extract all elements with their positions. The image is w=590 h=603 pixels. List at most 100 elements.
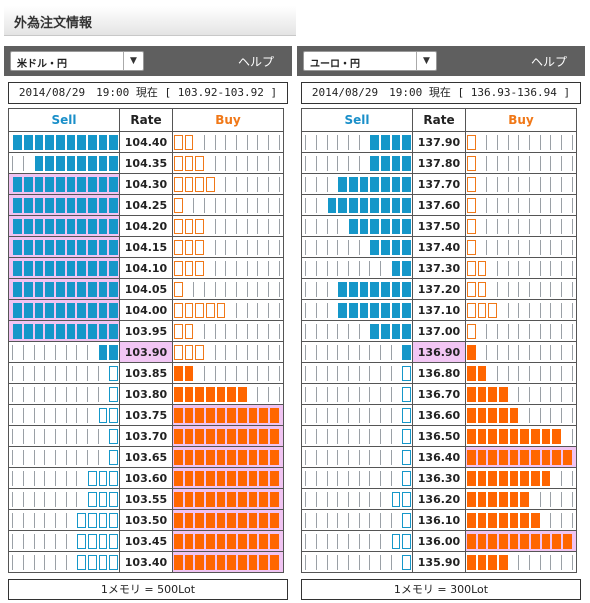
table-row: 103.40: [7, 551, 285, 573]
buy-gauge-block: [477, 533, 487, 549]
currency-pair-select[interactable]: 米ドル・円 ▼: [10, 51, 144, 71]
sell-gauge-block: [305, 554, 316, 570]
timestamp-rate-info: 2014/08/29 19:00 現在 [ 103.92-103.92 ]: [8, 82, 288, 104]
sell-gauge-block: [66, 323, 76, 339]
rate-cell: 137.50: [412, 215, 466, 237]
buy-gauge-block: [519, 323, 531, 339]
sell-volume-cell: [7, 362, 121, 384]
sell-gauge-block: [65, 449, 77, 465]
help-link[interactable]: ヘルプ: [530, 55, 567, 69]
sell-volume-cell: [300, 509, 414, 531]
table-row: 104.10: [7, 257, 285, 279]
rate-cell: 103.95: [119, 320, 173, 342]
buy-gauge-block: [466, 386, 476, 402]
buy-gauge-block: [237, 260, 248, 276]
sell-gauge-block: [326, 554, 338, 570]
buy-gauge-block: [562, 134, 573, 150]
currency-pair-label: 米ドル・円: [17, 59, 67, 70]
rate-cell: 136.40: [412, 446, 466, 468]
table-row: 136.60: [300, 404, 578, 426]
sell-volume-cell: [300, 278, 414, 300]
buy-gauge-block: [216, 323, 227, 339]
buy-gauge-block: [477, 512, 487, 528]
buy-gauge-block: [270, 554, 279, 570]
help-link[interactable]: ヘルプ: [237, 55, 274, 69]
sell-gauge-block: [402, 428, 412, 444]
buy-volume-cell: [171, 467, 285, 489]
sell-gauge-block: [109, 134, 119, 150]
sell-gauge-block: [305, 449, 316, 465]
buy-gauge-block: [184, 176, 194, 192]
buy-gauge-block: [216, 176, 227, 192]
buy-gauge-block: [237, 176, 248, 192]
sell-gauge-block: [326, 155, 338, 171]
buy-gauge-block: [237, 218, 248, 234]
sell-gauge-block: [13, 260, 22, 276]
table-row: 103.50: [7, 509, 285, 531]
sell-volume-cell: [300, 152, 414, 174]
sell-gauge-block: [315, 428, 327, 444]
buy-gauge-block: [173, 365, 183, 381]
sell-gauge-block: [77, 281, 86, 297]
buy-gauge-block: [477, 344, 488, 360]
sell-volume-cell: [7, 299, 121, 321]
sell-gauge-block: [77, 134, 86, 150]
buy-gauge-block: [541, 218, 552, 234]
buy-gauge-block: [530, 554, 541, 570]
buy-gauge-block: [216, 533, 226, 549]
buy-gauge-block: [195, 554, 205, 570]
buy-gauge-block: [173, 302, 183, 318]
buy-gauge-block: [487, 365, 499, 381]
sell-gauge-block: [379, 470, 391, 486]
rate-cell: 137.10: [412, 299, 466, 321]
buy-gauge-block: [499, 533, 508, 549]
buy-volume-cell: [464, 341, 578, 363]
sell-gauge-block: [358, 134, 370, 150]
chevron-down-icon[interactable]: ▼: [416, 52, 436, 70]
buy-gauge-block: [519, 260, 531, 276]
buy-gauge-block: [466, 554, 476, 570]
buy-gauge-block: [488, 449, 498, 465]
table-row: 104.00: [7, 299, 285, 321]
sell-gauge-block: [55, 176, 65, 192]
buy-gauge-block: [258, 239, 270, 255]
table-row: 136.00: [300, 530, 578, 552]
currency-pair-select[interactable]: ユーロ・円 ▼: [303, 51, 437, 71]
sell-gauge-block: [379, 491, 391, 507]
chevron-down-icon[interactable]: ▼: [123, 52, 143, 70]
buy-gauge-block: [194, 365, 206, 381]
buy-gauge-block: [487, 176, 499, 192]
buy-gauge-block: [541, 386, 552, 402]
sell-gauge-block: [109, 344, 119, 360]
buy-gauge-block: [520, 512, 530, 528]
sell-gauge-block: [22, 407, 34, 423]
buy-gauge-block: [562, 155, 573, 171]
sell-gauge-block: [305, 302, 316, 318]
sell-volume-cell: [300, 173, 414, 195]
sell-gauge-block: [98, 344, 108, 360]
buy-gauge-block: [216, 491, 226, 507]
buy-gauge-block: [499, 512, 508, 528]
buy-gauge-block: [477, 134, 488, 150]
buy-gauge-block: [499, 386, 508, 402]
sell-gauge-block: [33, 386, 45, 402]
sell-gauge-block: [109, 239, 119, 255]
buy-gauge-block: [551, 407, 563, 423]
buy-gauge-block: [248, 365, 259, 381]
buy-gauge-block: [205, 260, 216, 276]
buy-gauge-block: [466, 323, 476, 339]
buy-gauge-block: [205, 218, 216, 234]
buy-gauge-block: [226, 239, 238, 255]
buy-volume-cell: [464, 446, 578, 468]
buy-volume-cell: [464, 215, 578, 237]
sell-gauge-block: [66, 218, 76, 234]
rate-cell: 136.00: [412, 530, 466, 552]
sell-gauge-block: [109, 449, 119, 465]
table-row: 103.70: [7, 425, 285, 447]
buy-gauge-block: [563, 449, 572, 465]
sell-gauge-block: [315, 176, 327, 192]
sell-gauge-block: [13, 323, 22, 339]
buy-gauge-block: [216, 554, 226, 570]
buy-gauge-block: [206, 554, 215, 570]
sell-gauge-block: [44, 365, 55, 381]
